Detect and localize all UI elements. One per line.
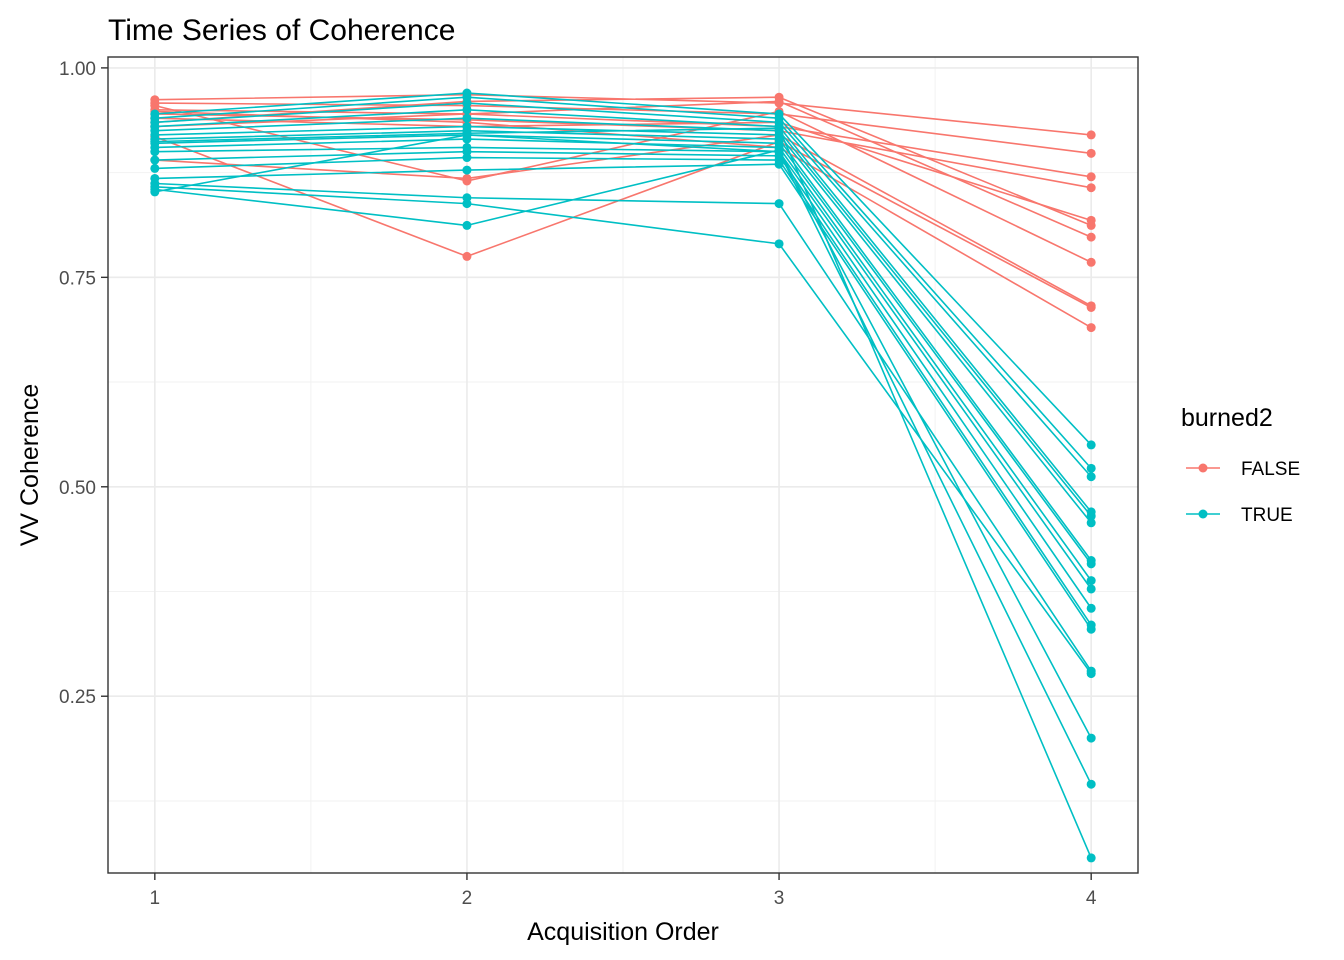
data-point-true-21-4 [1086,584,1096,594]
series-line-true-12 [154,92,1092,446]
x-tick-label: 1 [150,888,161,909]
series-lines [154,92,1092,859]
data-point-true-26-3 [774,239,784,249]
x-tick-label: 3 [774,888,785,909]
data-point-false-3-4 [1086,172,1096,182]
data-point-true-26-2 [462,199,472,209]
legend-entries: FALSE TRUE [1186,459,1300,526]
data-point-false-8-4 [1086,257,1096,267]
data-point-true-24-2 [462,165,472,175]
x-axis-title: Acquisition Order [527,918,719,946]
legend: burned2 FALSE TRUE [1181,404,1300,526]
data-point-false-10-4 [1086,302,1096,312]
data-point-true-25-3 [774,199,784,209]
series-line-false-2 [154,102,1092,155]
series-line-true-24 [154,163,1092,630]
x-tick-label: 2 [462,888,473,909]
series-line-true-28 [154,134,1092,785]
data-point-true-27-2 [462,220,472,230]
series-line-true-21 [154,146,1092,590]
x-axis: 1 2 3 4 [150,873,1097,909]
series-line-false-9 [154,134,1092,307]
series-line-true-19 [154,134,1092,565]
data-point-true-29-3 [774,123,784,133]
data-point-true-19-4 [1086,559,1096,569]
data-point-false-7-3 [774,96,784,106]
series-line-true-26 [154,186,1092,675]
data-point-false-1-4 [1086,130,1096,140]
chart-title: Time Series of Coherence [108,14,455,47]
data-point-true-17-4 [1086,518,1096,528]
series-line-true-25 [154,182,1092,672]
series-line-true-18 [154,129,1092,561]
data-point-true-14-2 [462,98,472,108]
series-line-true-15 [154,108,1092,513]
data-point-true-21-1 [150,147,160,157]
data-point-true-22-1 [150,155,160,165]
series-line-true-16 [154,117,1092,517]
y-tick-label: 0.50 [59,478,96,499]
grid-minor [108,57,1138,873]
data-point-true-22-4 [1086,603,1096,613]
plot-panel [107,56,1139,874]
series-line-true-14 [154,102,1092,478]
data-point-true-28-4 [1086,779,1096,789]
data-point-true-26-4 [1086,669,1096,679]
series-line-true-13 [154,96,1092,469]
data-point-true-20-4 [1086,576,1096,586]
panel-border [107,56,1139,874]
data-point-true-13-4 [1086,463,1096,473]
data-point-true-12-4 [1086,440,1096,450]
data-point-true-29-1 [150,137,160,147]
series-line-false-6 [154,96,1092,227]
y-tick-label: 0.75 [59,268,96,289]
data-point-false-9-2 [462,173,472,183]
series-points [150,88,1096,863]
y-tick-label: 0.25 [59,687,96,708]
data-point-true-24-4 [1086,624,1096,634]
data-point-true-23-2 [462,153,472,163]
series-line-true-22 [154,150,1092,609]
data-point-true-23-1 [150,163,160,173]
data-point-true-27-4 [1086,733,1096,743]
y-tick-label: 1.00 [59,59,96,80]
data-point-false-11-4 [1086,323,1096,333]
data-point-false-10-2 [462,251,472,261]
y-axis: 0.25 0.50 0.75 1.00 [59,59,108,708]
data-point-false-4-4 [1086,183,1096,193]
series-line-false-10 [154,135,1092,309]
data-point-true-24-3 [774,159,784,169]
legend-key-point-false [1198,463,1208,473]
x-tick-label: 4 [1086,888,1097,909]
data-point-true-28-3 [774,147,784,157]
series-line-true-29 [154,127,1092,859]
data-point-false-6-4 [1086,220,1096,230]
legend-label-false: FALSE [1241,459,1300,480]
data-point-true-16-4 [1086,511,1096,521]
legend-key-point-true [1198,509,1208,519]
data-point-true-29-2 [462,128,472,138]
series-line-true-27 [154,149,1092,739]
data-point-true-14-4 [1086,472,1096,482]
legend-title: burned2 [1181,404,1273,432]
data-point-true-15-2 [462,105,472,115]
y-axis-title: VV Coherence [16,384,44,547]
legend-label-true: TRUE [1241,505,1293,526]
data-point-false-2-4 [1086,148,1096,158]
data-point-true-28-1 [150,187,160,197]
data-point-true-29-4 [1086,853,1096,863]
data-point-false-7-4 [1086,232,1096,242]
data-point-true-16-2 [462,113,472,123]
